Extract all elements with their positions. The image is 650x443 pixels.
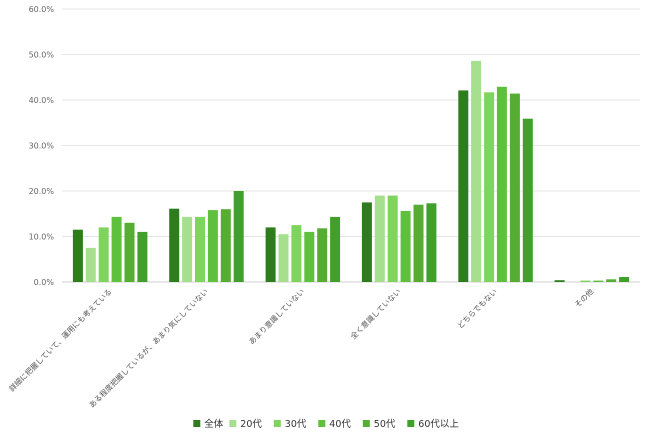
x-tick-label: ある程度把握しているが、あまり気にしていない — [87, 286, 210, 409]
bar — [169, 208, 180, 282]
x-tick-label: 全く意識していない — [348, 286, 403, 341]
bar — [413, 204, 424, 282]
y-tick-label: 20.0% — [29, 187, 55, 196]
x-axis-ticks: 詳細に把握していて、運用にも考えているある程度把握しているが、あまり気にしていな… — [7, 286, 596, 410]
bar — [374, 195, 385, 282]
y-tick-label: 0.0% — [34, 278, 55, 287]
legend-swatch — [229, 420, 237, 427]
bar — [471, 60, 482, 283]
gridlines — [62, 8, 640, 283]
bar — [606, 279, 617, 282]
bar — [124, 222, 135, 282]
bar — [265, 227, 276, 282]
bar — [580, 280, 591, 282]
legend-swatch — [362, 420, 370, 427]
x-tick-label: どちらでもない — [456, 287, 499, 330]
bars — [72, 60, 630, 283]
y-tick-label: 40.0% — [29, 96, 55, 105]
y-tick-label: 30.0% — [29, 142, 55, 151]
bar — [72, 229, 83, 282]
legend-swatch — [407, 420, 415, 427]
y-tick-label: 60.0% — [29, 5, 55, 14]
bar — [522, 118, 533, 282]
bar — [330, 216, 341, 282]
bar — [111, 216, 122, 282]
x-tick-label: 詳細に把握していて、運用にも考えている — [7, 286, 114, 393]
x-tick-label: その他 — [572, 286, 595, 309]
bar — [85, 247, 96, 282]
legend-swatch — [193, 420, 201, 427]
bar — [291, 225, 302, 282]
legend-label: 60代以上 — [418, 419, 459, 430]
bar — [484, 92, 495, 282]
x-tick-label: あまり意識していない — [246, 286, 306, 346]
bar — [98, 227, 109, 282]
y-axis-ticks: 0.0% 10.0% 20.0% 30.0% 40.0% 50.0% 60.0% — [29, 5, 55, 287]
bar — [619, 277, 630, 282]
bar — [137, 231, 148, 282]
legend-swatch — [318, 420, 326, 427]
legend-label: 全体 — [204, 418, 224, 430]
bar — [182, 216, 193, 282]
legend-swatch — [273, 420, 281, 427]
bar — [195, 216, 205, 282]
bar — [278, 234, 289, 282]
bar — [554, 280, 565, 282]
bar — [400, 211, 411, 282]
bar — [233, 191, 244, 282]
bar — [317, 228, 328, 282]
legend-label: 40代 — [329, 419, 351, 430]
legend: 全体 20代 30代 40代 50代 60代以上 — [193, 418, 459, 430]
legend-label: 50代 — [374, 419, 396, 430]
bar — [220, 209, 231, 282]
y-tick-label: 10.0% — [29, 233, 55, 242]
y-tick-label: 50.0% — [29, 51, 55, 60]
bar — [361, 202, 372, 282]
bar — [207, 210, 218, 282]
bar — [387, 195, 398, 282]
bar — [426, 203, 437, 282]
legend-label: 30代 — [285, 419, 307, 430]
bar — [509, 93, 520, 282]
bar — [593, 280, 604, 282]
bar — [496, 86, 507, 282]
bar — [304, 231, 315, 282]
bar — [458, 90, 469, 283]
legend-label: 20代 — [240, 419, 262, 430]
